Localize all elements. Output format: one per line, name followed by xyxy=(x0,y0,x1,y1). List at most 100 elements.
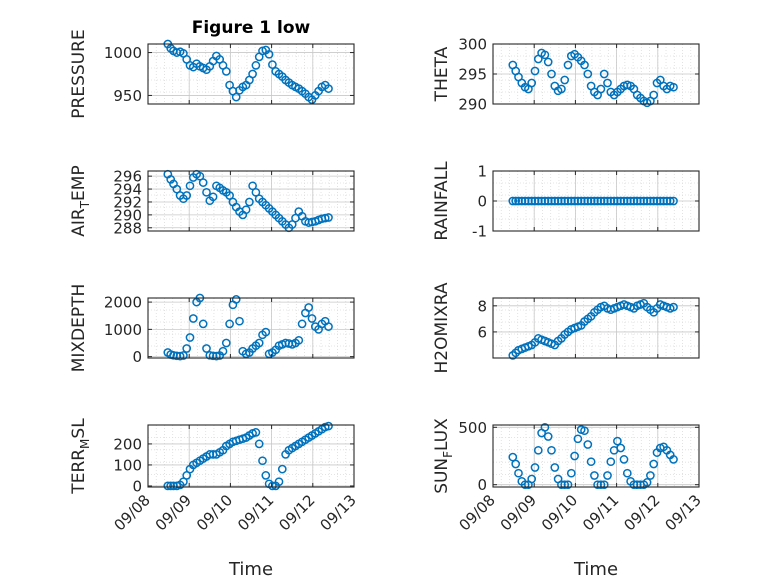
y-axis-label: THETA xyxy=(432,46,452,102)
data-point xyxy=(225,319,234,329)
series-markers xyxy=(163,39,333,105)
data-point xyxy=(245,197,254,207)
y-axis-label: H2OMIXRA xyxy=(432,282,452,373)
data-point xyxy=(543,432,553,441)
data-point xyxy=(580,426,589,436)
data-point xyxy=(669,302,678,312)
y-axis-label-main: H2OMIXRA xyxy=(432,282,452,373)
subplot-h2omixra: 6 8 H2OMIXRA xyxy=(432,282,700,374)
axes-box xyxy=(147,297,355,359)
y-axis-label-subscript: M xyxy=(78,439,92,449)
y-axis-label-main: SUN xyxy=(432,458,452,494)
y-tick-label: 300 xyxy=(458,36,487,54)
x-axis-label: Time xyxy=(573,559,618,580)
data-point xyxy=(225,191,234,200)
data-point xyxy=(185,181,195,191)
y-tick-label: -1 xyxy=(472,223,487,241)
y-tick-label: 0 xyxy=(477,476,487,494)
data-point xyxy=(251,61,261,70)
series-markers xyxy=(508,422,678,490)
y-tick-label: 1 xyxy=(477,163,487,181)
data-point xyxy=(583,69,593,79)
data-point xyxy=(665,196,675,206)
y-tick-label: 8 xyxy=(477,297,487,315)
data-point xyxy=(642,478,652,487)
data-point xyxy=(188,314,198,323)
data-point xyxy=(540,50,550,60)
data-point xyxy=(274,477,284,487)
y-tick-label: 296 xyxy=(113,168,142,186)
subplot-rainfall: -1 0 1 RAINFALL xyxy=(432,161,700,241)
data-point xyxy=(596,480,606,490)
data-point xyxy=(208,192,218,202)
y-tick-label: 292 xyxy=(113,193,142,211)
y-axis-label: RAINFALL xyxy=(432,161,452,241)
y-axis-label: PRESSURE xyxy=(69,29,89,118)
axes-box xyxy=(147,424,355,488)
data-point xyxy=(182,191,192,200)
y-tick-label: 2000 xyxy=(104,294,142,312)
data-point xyxy=(166,481,176,491)
plot-area xyxy=(148,298,354,358)
data-point xyxy=(527,474,537,484)
plot-area xyxy=(493,425,699,487)
y-axis-label-tail: SL xyxy=(69,418,89,439)
data-point xyxy=(566,468,576,478)
data-point xyxy=(511,196,521,206)
data-point xyxy=(198,319,208,329)
data-point xyxy=(261,327,271,337)
data-point xyxy=(511,459,521,469)
data-point xyxy=(613,436,622,446)
series-markers xyxy=(163,293,333,361)
data-point xyxy=(248,69,257,79)
data-point xyxy=(619,455,629,464)
y-tick-label: 288 xyxy=(113,219,142,237)
data-point xyxy=(606,457,616,467)
y-tick-label: 100 xyxy=(113,456,142,474)
data-point xyxy=(520,480,530,490)
y-tick-label: 0 xyxy=(477,193,487,211)
data-point xyxy=(241,205,251,215)
y-axis-label-main: RAINFALL xyxy=(432,161,452,241)
data-point xyxy=(254,338,264,348)
axes-box xyxy=(147,43,355,105)
y-axis-label-main: PRESSURE xyxy=(69,29,89,118)
axes-box xyxy=(492,297,700,359)
data-point xyxy=(616,443,626,453)
y-tick-label: 0 xyxy=(132,477,142,495)
y-tick-label: 290 xyxy=(113,206,142,224)
y-tick-label: 200 xyxy=(113,435,142,453)
data-point xyxy=(179,351,188,360)
plot-area xyxy=(148,425,354,487)
subplot-theta: 290 295 300 THETA xyxy=(432,36,700,114)
data-point xyxy=(560,480,570,490)
data-point xyxy=(202,344,211,353)
data-point xyxy=(583,440,593,449)
y-axis-label-subscript: T xyxy=(78,200,92,209)
data-point xyxy=(264,49,274,59)
data-point xyxy=(231,92,241,102)
y-tick-label: 6 xyxy=(477,323,487,341)
data-point xyxy=(248,181,257,191)
y-axis-label: MIXDEPTH xyxy=(69,284,89,373)
data-point xyxy=(304,303,314,312)
axes-box xyxy=(147,170,355,232)
data-point xyxy=(508,196,518,206)
data-point xyxy=(268,60,277,69)
data-point xyxy=(324,84,333,93)
y-axis-label-tail: LUX xyxy=(432,418,452,451)
y-axis-label: TERRMSL xyxy=(69,418,92,495)
data-point xyxy=(212,351,221,361)
data-point xyxy=(182,344,192,353)
data-point xyxy=(294,335,304,345)
series-markers xyxy=(508,48,678,108)
data-point xyxy=(580,60,589,70)
series-markers xyxy=(163,169,333,233)
subplot-mixdepth: 0 1000 2000 MIXDEPTH xyxy=(69,284,355,373)
data-point xyxy=(218,346,228,356)
data-point xyxy=(320,213,330,223)
data-point xyxy=(527,78,537,88)
data-point xyxy=(258,456,267,466)
